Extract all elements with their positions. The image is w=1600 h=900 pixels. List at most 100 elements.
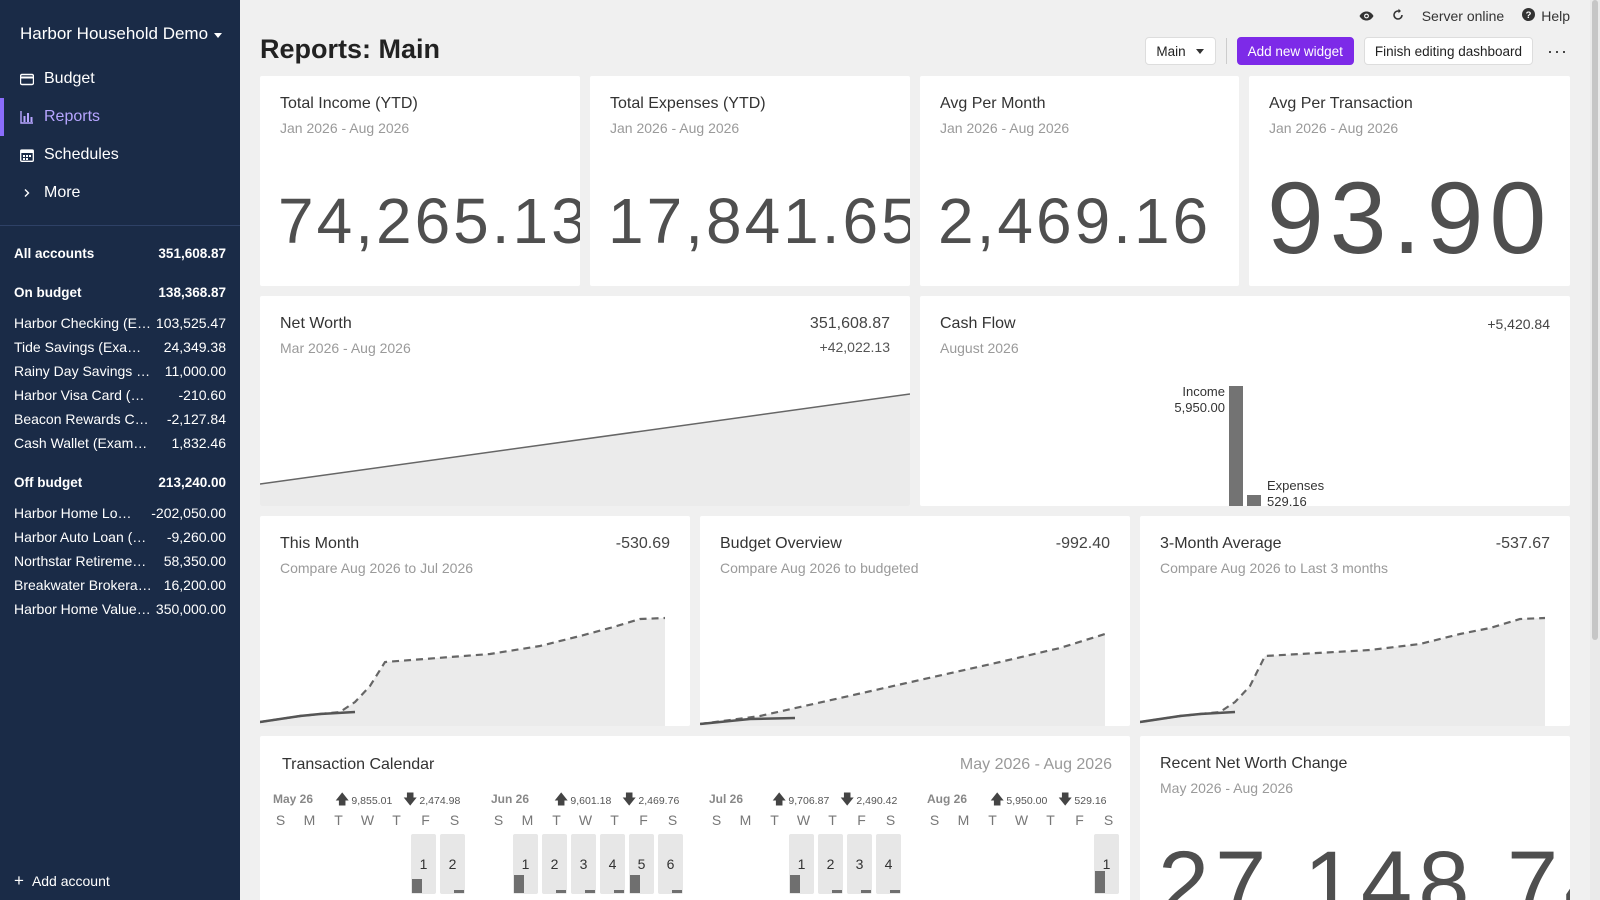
widget-change: +42,022.13 <box>819 339 890 355</box>
expenses-amount: 2,474.98 <box>419 795 461 807</box>
account-balance: 16,200.00 <box>163 577 226 593</box>
day-number: 3 <box>855 856 864 872</box>
calendar-day[interactable]: 4 <box>600 834 625 894</box>
account-row[interactable]: Breakwater Brokerage (Example) 16,200.00 <box>14 573 226 597</box>
account-row[interactable]: Harbor Home Value (Example)350,000.00 <box>14 597 226 621</box>
sidebar-item-more[interactable]: More <box>0 174 240 212</box>
arrow-down-icon: 🡇 <box>1058 791 1073 807</box>
account-name: Harbor Checking (Example) <box>14 315 152 331</box>
arrow-down-icon: 🡇 <box>840 791 855 807</box>
widget-subtitle: August 2026 <box>940 340 1019 356</box>
widget-transaction-calendar[interactable]: Transaction Calendar May 2026 - Aug 2026… <box>260 736 1130 900</box>
calendar-day[interactable]: 1 <box>411 834 436 894</box>
day-number: 2 <box>550 856 559 872</box>
calendar-day[interactable]: 2 <box>818 834 843 894</box>
on-budget-row[interactable]: On budget 138,368.87 <box>14 280 226 304</box>
widget-subtitle: Compare Aug 2026 to Last 3 months <box>1160 560 1389 576</box>
calendar-day[interactable]: 1 <box>789 834 814 894</box>
calendar-day[interactable]: 5 <box>629 834 654 894</box>
income-label: Income <box>1182 384 1225 399</box>
widget-title: Total Income (YTD) <box>280 95 418 112</box>
expenses-label: Expenses <box>1267 478 1325 493</box>
calendar-day[interactable]: 4 <box>876 834 901 894</box>
widget-avg-per-month[interactable]: Avg Per Month Jan 2026 - Aug 2026 2,469.… <box>920 76 1239 286</box>
toolbar-divider <box>1225 38 1227 64</box>
off-budget-row[interactable]: Off budget 213,240.00 <box>14 470 226 494</box>
widget-budget-overview[interactable]: Budget Overview Compare Aug 2026 to budg… <box>700 516 1130 726</box>
help-button[interactable]: ? Help <box>1522 8 1570 24</box>
dashboard-select[interactable]: Main <box>1145 37 1216 65</box>
widget-cash-flow[interactable]: Cash Flow August 2026 +5,420.84 Income 5… <box>920 296 1570 506</box>
day-number: 2 <box>448 856 457 872</box>
weekday-label: T <box>770 812 779 828</box>
day-expense-bar <box>890 890 900 893</box>
sync-button[interactable] <box>1392 8 1404 24</box>
more-options-icon[interactable]: ··· <box>1547 40 1568 61</box>
calendar-day[interactable]: 3 <box>847 834 872 894</box>
chevron-right-icon <box>20 186 34 200</box>
widget-subtitle: May 2026 - Aug 2026 <box>959 756 1112 773</box>
main-scrollbar[interactable] <box>1590 0 1600 900</box>
calendar-day[interactable]: 2 <box>542 834 567 894</box>
calendar-day[interactable]: 3 <box>571 834 596 894</box>
account-row[interactable]: Harbor Auto Loan (Example) -9,260.00 <box>14 525 226 549</box>
widget-recent-net-worth-change[interactable]: Recent Net Worth Change May 2026 - Aug 2… <box>1140 736 1570 900</box>
calendar-day[interactable]: 1 <box>1094 834 1119 894</box>
widget-value: -530.69 <box>615 535 670 552</box>
account-row[interactable]: Harbor Home Loan (Example) -202,050.00 <box>14 501 226 525</box>
weekday-label: S <box>929 812 940 828</box>
scrollbar-thumb[interactable] <box>1592 0 1598 640</box>
average-comparison-chart <box>1140 616 1546 726</box>
calendar-day[interactable]: 6 <box>658 834 683 894</box>
widget-this-month[interactable]: This Month Compare Aug 2026 to Jul 2026 … <box>260 516 690 726</box>
widget-title: Budget Overview <box>720 535 842 552</box>
account-balance: 24,349.38 <box>163 339 226 355</box>
weekday-label: F <box>1075 812 1084 828</box>
privacy-toggle[interactable] <box>1359 8 1374 24</box>
add-account-button[interactable]: + Add account <box>14 872 110 889</box>
sidebar-item-reports[interactable]: Reports <box>0 98 240 136</box>
widget-total-income[interactable]: Total Income (YTD) Jan 2026 - Aug 2026 7… <box>260 76 580 286</box>
arrow-up-icon: 🡅 <box>335 791 350 807</box>
widget-3-month-average[interactable]: 3-Month Average Compare Aug 2026 to Last… <box>1140 516 1570 726</box>
add-widget-button[interactable]: Add new widget <box>1236 37 1354 65</box>
finish-editing-button[interactable]: Finish editing dashboard <box>1363 37 1534 65</box>
widget-total-expenses[interactable]: Total Expenses (YTD) Jan 2026 - Aug 2026… <box>590 76 910 286</box>
account-row[interactable]: Cash Wallet (Example) 1,832.46 <box>14 431 226 455</box>
all-accounts-row[interactable]: All accounts 351,608.87 <box>14 241 226 265</box>
account-balance: -202,050.00 <box>151 505 226 521</box>
sidebar-item-budget[interactable]: Budget <box>0 60 240 98</box>
calendar-month-income: 🡅 9,855.01 <box>335 789 392 813</box>
account-name: Beacon Rewards Card (Example) <box>14 411 152 427</box>
weekday-label: T <box>988 812 997 828</box>
account-row[interactable]: Harbor Checking (Example)103,525.47 <box>14 311 226 335</box>
account-row[interactable]: Harbor Visa Card (Example) -210.60 <box>14 383 226 407</box>
account-name: Harbor Home Loan (Example) <box>14 505 132 521</box>
day-number: 2 <box>826 856 835 872</box>
sidebar-divider <box>0 225 240 226</box>
widget-value: 93.90 <box>1267 161 1553 275</box>
sidebar-item-schedules[interactable]: Schedules <box>0 136 240 174</box>
widget-title: Transaction Calendar <box>282 756 435 773</box>
calendar-month-income: 🡅 9,706.87 <box>772 789 829 813</box>
account-name: Breakwater Brokerage (Example) <box>14 577 152 593</box>
calendar-day[interactable]: 1 <box>513 834 538 894</box>
widget-net-worth[interactable]: Net Worth Mar 2026 - Aug 2026 351,608.87… <box>260 296 910 506</box>
account-name: Harbor Visa Card (Example) <box>14 387 152 403</box>
day-income-bar <box>514 875 524 893</box>
spending-comparison-chart <box>260 616 666 726</box>
top-bar: Server online ? Help <box>1359 8 1570 24</box>
widget-avg-per-transaction[interactable]: Avg Per Transaction Jan 2026 - Aug 2026 … <box>1249 76 1570 286</box>
calendar-day[interactable]: 2 <box>440 834 465 894</box>
account-row[interactable]: Beacon Rewards Card (Example) -2,127.84 <box>14 407 226 431</box>
account-balance: 351,608.87 <box>158 245 226 261</box>
budget-name-menu[interactable]: Harbor Household Demo <box>20 24 223 44</box>
account-row[interactable]: Northstar Retirement (Example) 58,350.00 <box>14 549 226 573</box>
account-row[interactable]: Tide Savings (Example) 24,349.38 <box>14 335 226 359</box>
account-row[interactable]: Rainy Day Savings (Example) 11,000.00 <box>14 359 226 383</box>
calendar-month-income: 🡅 9,601.18 <box>554 789 611 813</box>
weekday-label: M <box>739 812 752 828</box>
calendar-month-expenses: 🡇 2,474.98 <box>403 789 460 813</box>
server-status[interactable]: Server online <box>1422 8 1505 24</box>
